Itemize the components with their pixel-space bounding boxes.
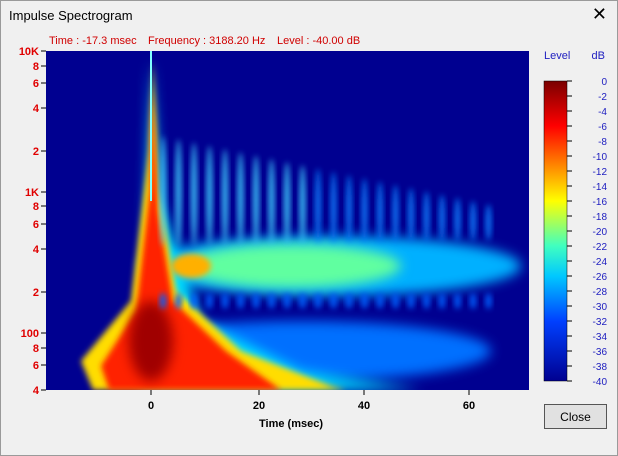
y-tick-label: 4: [33, 103, 40, 115]
streak: [299, 165, 306, 244]
streak: [439, 194, 445, 242]
y-tick-label: 100: [21, 328, 39, 340]
colorbar-label: 0: [601, 77, 607, 88]
y-tick-label: 2: [33, 287, 39, 299]
streak: [160, 293, 166, 309]
streak: [191, 142, 197, 246]
streak: [191, 293, 197, 309]
colorbar-label: -34: [593, 332, 608, 343]
spectrogram-image: [81, 51, 521, 390]
status-level: Level : -40.00 dB: [277, 35, 360, 47]
colorbar-label: -14: [593, 182, 608, 193]
streak: [485, 293, 492, 309]
streak: [346, 175, 352, 243]
streak: [175, 139, 182, 246]
streak: [392, 293, 399, 309]
close-button[interactable]: Close: [544, 404, 607, 429]
colorbar-label: -32: [593, 317, 608, 328]
colorbar-unit: dB: [592, 50, 605, 62]
streak: [377, 181, 383, 243]
streak: [222, 293, 228, 309]
streak: [454, 293, 461, 309]
colorbar-label: -38: [593, 362, 608, 373]
colorbar-label: -8: [598, 137, 607, 148]
streak: [423, 191, 430, 242]
streak: [284, 293, 290, 309]
streak: [377, 293, 383, 309]
status-frequency: Frequency : 3188.20 Hz: [148, 35, 265, 47]
streak: [253, 155, 259, 245]
streak: [268, 158, 275, 245]
streak: [330, 171, 337, 244]
streak: [237, 152, 244, 245]
y-tick-label: 6: [33, 219, 39, 231]
streak: [315, 293, 321, 309]
colorbar-label: -2: [598, 92, 607, 103]
streak: [346, 293, 352, 309]
status-time: Time : -17.3 msec: [49, 35, 137, 47]
streak: [206, 145, 213, 246]
colorbar-label: -20: [593, 227, 608, 238]
colorbar-label: -40: [593, 377, 608, 388]
colorbar-label: -22: [593, 242, 608, 253]
x-axis-label: Time (msec): [259, 418, 323, 430]
x-tick-label: 40: [358, 400, 370, 412]
y-tick-label: 1K: [25, 187, 39, 199]
streak: [454, 197, 461, 242]
streak: [315, 168, 321, 244]
colorbar-label: -16: [593, 197, 608, 208]
streak: [408, 293, 414, 309]
streak: [470, 293, 476, 309]
y-tick-label: 6: [33, 78, 39, 90]
colorbar-label: -28: [593, 287, 608, 298]
y-tick-label: 4: [33, 385, 40, 397]
streak: [485, 204, 492, 241]
colorbar-label: -12: [593, 167, 608, 178]
streak: [470, 201, 476, 241]
y-tick-label: 6: [33, 360, 39, 372]
colorbar: [543, 80, 568, 382]
y-tick-label: 4: [33, 244, 40, 256]
close-icon[interactable]: ✕: [591, 4, 607, 24]
x-tick-label: 20: [253, 400, 265, 412]
x-tick-label: 0: [148, 400, 154, 412]
colorbar-label: -36: [593, 347, 608, 358]
streak: [268, 293, 275, 309]
y-tick-label: 8: [33, 201, 39, 213]
y-tick-label: 10K: [19, 46, 39, 58]
colorbar-label: -10: [593, 152, 608, 163]
colorbar-label: -4: [598, 107, 607, 118]
streak: [160, 136, 166, 246]
streak: [237, 293, 244, 309]
streak: [175, 293, 182, 309]
colorbar-label: -18: [593, 212, 608, 223]
streak: [408, 188, 414, 242]
streak: [299, 293, 306, 309]
colorbar-label: -26: [593, 272, 608, 283]
streak: [284, 162, 290, 244]
streak: [330, 293, 337, 309]
streak: [392, 184, 399, 243]
streak: [206, 293, 213, 309]
streak: [253, 293, 259, 309]
streak: [439, 293, 445, 309]
colorbar-label: -6: [598, 122, 607, 133]
streak: [222, 149, 228, 245]
y-tick-label: 8: [33, 61, 39, 73]
colorbar-label: -24: [593, 257, 608, 268]
window-title: Impulse Spectrogram: [9, 8, 133, 23]
streak: [423, 293, 430, 309]
colorbar-title: Level: [544, 50, 570, 62]
y-tick-label: 2: [33, 146, 39, 158]
streak: [361, 293, 368, 309]
y-tick-label: 8: [33, 343, 39, 355]
x-tick-label: 60: [463, 400, 475, 412]
streak: [361, 178, 368, 243]
colorbar-label: -30: [593, 302, 608, 313]
